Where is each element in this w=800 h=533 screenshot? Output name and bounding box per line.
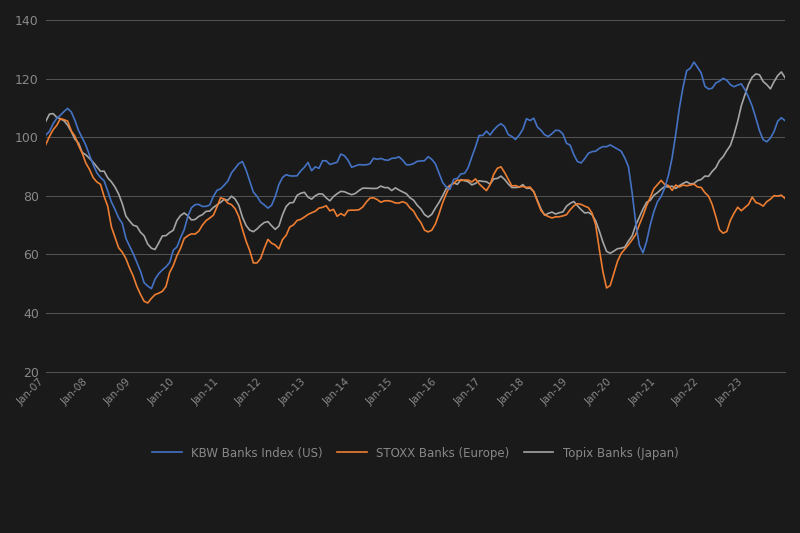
Topix Banks (Japan)	[413, 202, 422, 208]
KBW Banks Index (US)	[242, 167, 251, 173]
STOXX Banks (Europe)	[125, 265, 134, 271]
KBW Banks Index (US)	[416, 158, 426, 164]
STOXX Banks (Europe)	[172, 253, 182, 259]
Topix Banks (Japan)	[165, 229, 174, 236]
STOXX Banks (Europe)	[434, 211, 444, 217]
STOXX Banks (Europe)	[594, 246, 604, 252]
Line: STOXX Banks (Europe): STOXX Banks (Europe)	[46, 118, 785, 303]
Topix Banks (Japan)	[238, 214, 247, 220]
Topix Banks (Japan)	[780, 75, 790, 81]
KBW Banks Index (US)	[780, 117, 790, 124]
KBW Banks Index (US)	[41, 132, 50, 139]
STOXX Banks (Europe)	[780, 195, 790, 201]
KBW Banks Index (US)	[121, 235, 130, 241]
STOXX Banks (Europe)	[420, 227, 430, 233]
KBW Banks Index (US)	[146, 285, 156, 292]
STOXX Banks (Europe)	[55, 115, 65, 122]
Legend: KBW Banks Index (US), STOXX Banks (Europe), Topix Banks (Japan): KBW Banks Index (US), STOXX Banks (Europ…	[148, 442, 683, 464]
STOXX Banks (Europe)	[41, 141, 50, 148]
Topix Banks (Japan)	[777, 69, 786, 75]
Line: KBW Banks Index (US): KBW Banks Index (US)	[46, 62, 785, 288]
STOXX Banks (Europe)	[143, 300, 153, 306]
Topix Banks (Japan)	[427, 211, 437, 217]
Topix Banks (Japan)	[121, 213, 130, 220]
KBW Banks Index (US)	[169, 247, 178, 253]
Topix Banks (Japan)	[587, 212, 597, 218]
Topix Banks (Japan)	[41, 118, 50, 124]
KBW Banks Index (US)	[689, 59, 698, 66]
Line: Topix Banks (Japan): Topix Banks (Japan)	[46, 72, 785, 253]
Topix Banks (Japan)	[606, 250, 615, 256]
KBW Banks Index (US)	[591, 148, 601, 155]
STOXX Banks (Europe)	[245, 247, 254, 254]
KBW Banks Index (US)	[430, 160, 440, 167]
